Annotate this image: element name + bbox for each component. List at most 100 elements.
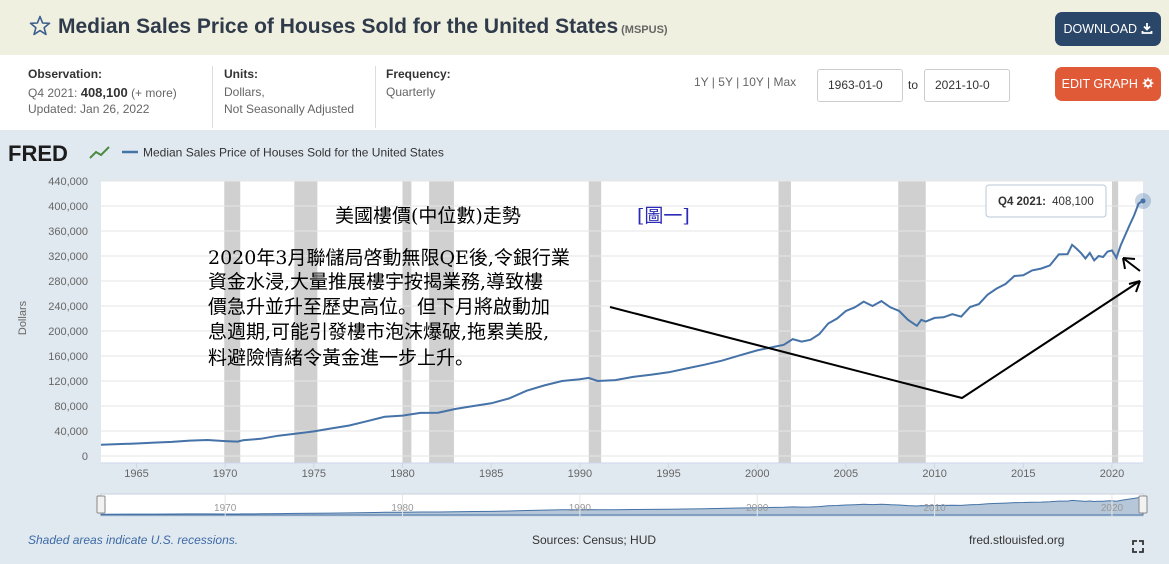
navigator-tick-label: 2010 xyxy=(923,503,946,514)
tooltip-label: Q4 2021: xyxy=(998,196,1046,208)
star-outline-icon[interactable] xyxy=(28,14,52,38)
navigator-ticks: 1970 1980 1990 2000 2010 2020 xyxy=(214,494,1124,516)
recession-band xyxy=(224,181,241,463)
gridlines xyxy=(101,180,1143,457)
units-value-line1: Dollars, xyxy=(224,85,265,99)
y-tick-label: 320,000 xyxy=(48,251,88,263)
range-max-link[interactable]: Max xyxy=(773,75,797,89)
date-range-links: 1Y | 5Y | 10Y | Max xyxy=(694,75,797,89)
x-tick-label: 1985 xyxy=(479,468,503,480)
navigator-right-handle[interactable] xyxy=(1138,495,1148,514)
annotation-arrow-line xyxy=(609,280,1141,400)
y-tick-label: 160,000 xyxy=(48,351,88,363)
fullscreen-icon[interactable] xyxy=(1132,540,1144,553)
recession-bands xyxy=(224,181,1119,463)
annotation: 美國樓價(中位數)走勢 [圖一] 2020年3月聯儲局啓動無限QE後,令銀行業 … xyxy=(208,205,1141,400)
start-date-input[interactable]: 1963-01-0 xyxy=(817,69,903,102)
recession-band xyxy=(402,181,412,463)
annotation-line-3: 價急升並升至歷史高位。但下月將啟動加 xyxy=(208,296,550,318)
recession-band xyxy=(429,181,454,463)
x-tick-label: 2015 xyxy=(1011,468,1035,480)
x-tick-label: 2000 xyxy=(745,468,769,480)
edit-graph-label: EDIT GRAPH xyxy=(1061,77,1138,91)
recession-band xyxy=(294,181,318,463)
range-1y-link[interactable]: 1Y xyxy=(694,75,709,89)
tooltip-value: 408,100 xyxy=(1052,196,1094,208)
last-point-dot xyxy=(1140,198,1146,204)
divider xyxy=(212,66,213,128)
range-10y-link[interactable]: 10Y xyxy=(742,75,764,89)
tooltip: Q4 2021: 408,100 xyxy=(985,184,1107,218)
recession-band xyxy=(778,181,791,463)
x-tick-label: 1975 xyxy=(302,468,326,480)
x-axis-ticks: 1965 1970 1975 1980 1985 1990 1995 2000 2005 2010… xyxy=(101,462,1143,480)
units-value-line2: Not Seasonally Adjusted xyxy=(224,102,355,116)
x-tick-label: 1965 xyxy=(124,468,148,480)
navigator-tick-label: 2020 xyxy=(1101,503,1124,514)
y-tick-label: 280,000 xyxy=(48,276,88,288)
observation-line: Q4 2021: 408,100 (+ more) xyxy=(28,84,177,102)
divider xyxy=(375,66,376,128)
tooltip-box xyxy=(985,184,1107,218)
updated-date: Updated: Jan 26, 2022 xyxy=(28,102,150,116)
to-label: to xyxy=(908,78,919,92)
series-line xyxy=(100,200,1144,446)
navigator-tick-label: 1990 xyxy=(569,503,592,514)
fred-logo-graph-icon xyxy=(89,146,110,159)
navigator-series-area xyxy=(100,496,1144,516)
y-tick-label: 200,000 xyxy=(48,326,88,338)
observation-more-link[interactable]: (+ more) xyxy=(131,86,177,100)
y-tick-label: 360,000 xyxy=(48,226,88,238)
annotation-line-5: 料避險情緒令黃金進一步上升。 xyxy=(208,347,474,369)
range-5y-link[interactable]: 5Y xyxy=(718,75,733,89)
x-tick-label: 2020 xyxy=(1100,468,1124,480)
y-tick-label: 240,000 xyxy=(48,301,88,313)
fred-logo-text: FRED xyxy=(8,141,68,166)
y-tick-label: 0 xyxy=(82,451,88,463)
navigator-tick-label: 1970 xyxy=(214,503,237,514)
y-axis-label: Dollars xyxy=(17,300,29,335)
download-button[interactable]: DOWNLOAD xyxy=(1055,12,1161,46)
annotation-line-4: 息週期,可能引發樓市泡沫爆破,拖累美股, xyxy=(208,321,549,343)
range-navigator[interactable]: 1970 1980 1990 2000 2010 2020 xyxy=(96,493,1148,517)
site-link[interactable]: fred.stlouisfed.org xyxy=(969,533,1064,547)
x-tick-label: 2005 xyxy=(834,468,858,480)
y-axis-ticks: 0 40,000 80,000 120,000 160,000 200,000 240,00… xyxy=(48,176,88,463)
x-tick-label: 1970 xyxy=(213,468,237,480)
edit-graph-button[interactable]: EDIT GRAPH xyxy=(1055,67,1161,101)
series-code: (MSPUS) xyxy=(621,24,668,36)
observation-value: 408,100 xyxy=(80,85,128,100)
observation-period: Q4 2021: xyxy=(28,86,78,100)
y-tick-label: 80,000 xyxy=(54,401,88,413)
header-bar: Median Sales Price of Houses Sold for th… xyxy=(0,0,1169,55)
series-title: Median Sales Price of Houses Sold for th… xyxy=(58,15,619,38)
annotation-arrowhead xyxy=(1128,280,1141,293)
page-title: Median Sales Price of Houses Sold for th… xyxy=(58,15,668,39)
annotation-figure-label: [圖一] xyxy=(637,205,690,227)
fred-logo: FRED xyxy=(8,141,110,166)
annotation-line-2: 資金水浸,大量推展樓宇按揭業務,導致樓 xyxy=(208,271,543,293)
frequency-label: Frequency: xyxy=(386,67,451,81)
y-tick-label: 440,000 xyxy=(48,176,88,188)
navigator-tick-label: 2000 xyxy=(746,503,769,514)
recession-note: Shaded areas indicate U.S. recessions. xyxy=(28,533,238,547)
navigator-tick-label: 1980 xyxy=(391,503,414,514)
observation-label: Observation: xyxy=(28,67,103,81)
units-label: Units: xyxy=(224,67,258,81)
legend-label: Median Sales Price of Houses Sold for th… xyxy=(143,146,444,160)
x-tick-label: 1980 xyxy=(390,468,414,480)
tooltip-text: Q4 2021: 408,100 xyxy=(998,196,1094,208)
x-tick-label: 2010 xyxy=(922,468,946,480)
gear-icon xyxy=(1142,77,1154,89)
annotation-arrow-pointer xyxy=(1122,257,1141,272)
frequency-value: Quarterly xyxy=(386,85,436,99)
y-tick-label: 120,000 xyxy=(48,376,88,388)
plot-area xyxy=(101,181,1143,463)
annotation-heading: 美國樓價(中位數)走勢 xyxy=(335,205,521,227)
x-tick-label: 1990 xyxy=(568,468,592,480)
annotation-line-1: 2020年3月聯儲局啓動無限QE後,令銀行業 xyxy=(208,247,570,269)
navigator-left-handle[interactable] xyxy=(96,495,106,514)
sources-text: Sources: Census; HUD xyxy=(532,533,656,547)
end-date-input[interactable]: 2021-10-0 xyxy=(924,69,1010,102)
